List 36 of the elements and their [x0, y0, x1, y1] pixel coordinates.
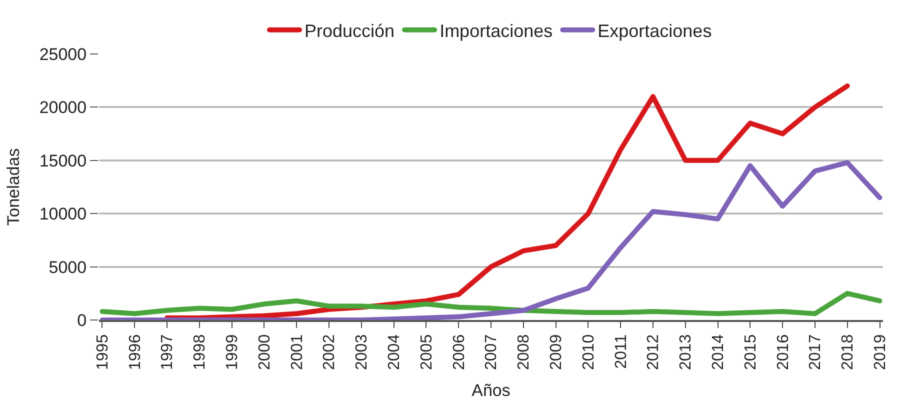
x-tick-label: 2014	[710, 334, 727, 370]
x-tick-label: 2013	[678, 334, 695, 370]
x-tick-label: 2011	[612, 334, 630, 369]
x-tick-label: 2018	[840, 334, 857, 370]
x-tick-label: 1998	[192, 334, 209, 370]
x-tick-label: 2006	[450, 334, 468, 370]
x-tick-label: 2015	[742, 334, 760, 370]
x-tick-label: 2017	[807, 334, 824, 370]
y-tick-label: 0	[77, 310, 87, 330]
legend-label: Importaciones	[440, 20, 553, 41]
x-tick-label: 2000	[256, 334, 274, 370]
x-tick-label: 1999	[224, 334, 242, 370]
y-tick-label: 25000	[39, 44, 87, 64]
x-axis-title: Años	[472, 380, 510, 400]
x-tick-label: 2002	[321, 334, 338, 370]
x-tick-label: 2001	[288, 334, 306, 370]
y-tick-label: 5000	[48, 258, 87, 277]
x-tick-label: 2019	[872, 334, 889, 370]
x-tick-label: 2012	[645, 334, 662, 370]
x-tick-label: 2005	[418, 334, 436, 370]
x-tick-label: 2008	[516, 334, 533, 370]
x-tick-label: 1995	[94, 334, 112, 370]
legend-label: Producción	[304, 20, 395, 41]
x-tick-label: 2004	[386, 334, 404, 370]
x-tick-label: 1997	[159, 334, 176, 370]
y-tick-label: 15000	[39, 151, 87, 170]
y-tick-label: 20000	[39, 98, 87, 118]
y-axis-title: Toneladas	[4, 148, 23, 226]
x-tick-label: 2016	[774, 334, 792, 370]
x-tick-label: 2010	[580, 334, 598, 370]
legend-label: Exportaciones	[598, 20, 712, 41]
x-tick-label: 2003	[354, 334, 371, 370]
x-tick-label: 1996	[126, 334, 144, 370]
x-tick-label: 2009	[548, 334, 565, 370]
y-tick-label: 10000	[39, 204, 87, 224]
x-tick-label: 2007	[483, 334, 500, 370]
